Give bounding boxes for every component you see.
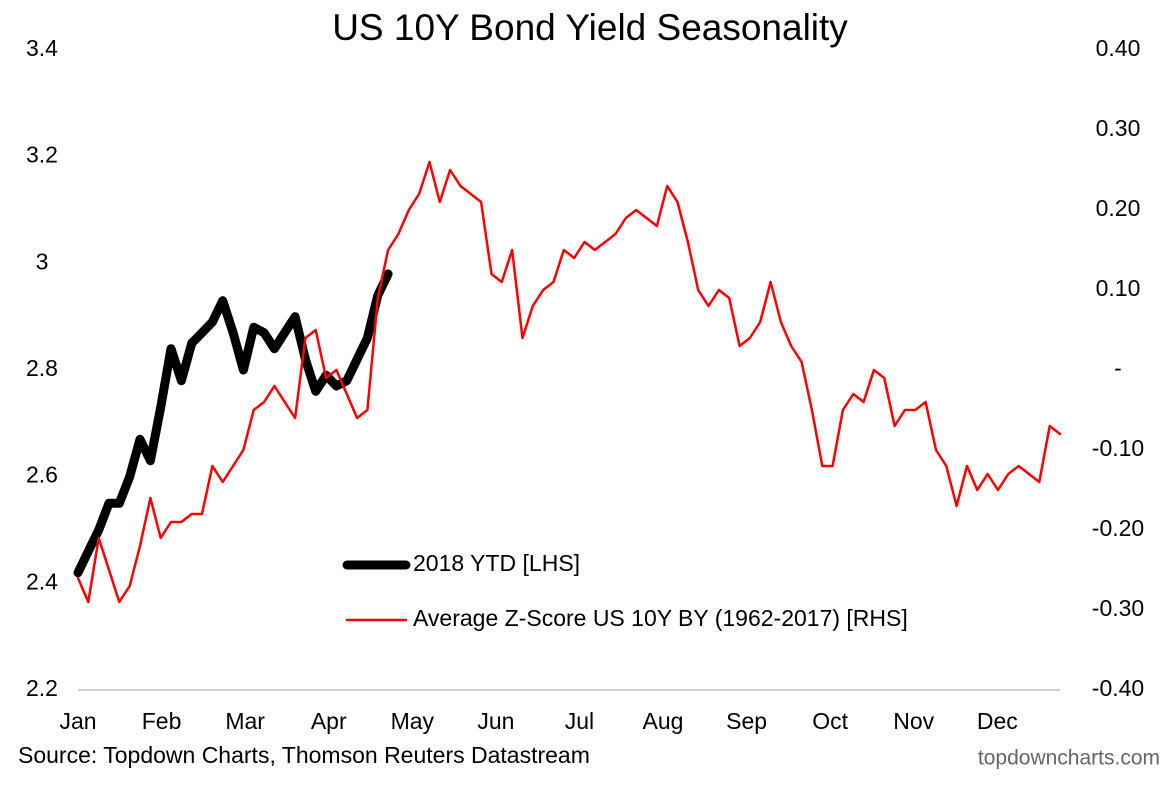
y-tick-label: 3 xyxy=(36,248,49,274)
y-tick-label: 2.4 xyxy=(26,568,58,594)
x-tick-label: Jan xyxy=(59,708,96,734)
y2-tick-label: -0.30 xyxy=(1092,595,1144,621)
series-line xyxy=(76,160,1062,604)
y2-tick-label: 0.30 xyxy=(1096,115,1141,141)
y-tick-label: 3.4 xyxy=(26,35,58,61)
watermark: topdowncharts.com xyxy=(978,747,1160,770)
x-tick-label: Jun xyxy=(477,708,514,734)
chart-title: US 10Y Bond Yield Seasonality xyxy=(332,7,848,48)
x-tick-label: Oct xyxy=(812,708,848,734)
x-tick-label: Dec xyxy=(977,708,1018,734)
y-tick-label: 3.2 xyxy=(26,142,58,168)
x-tick-label: Nov xyxy=(893,708,934,734)
x-tick-label: Feb xyxy=(142,708,182,734)
y-tick-label: 2.6 xyxy=(26,462,58,488)
legend-label: 2018 YTD [LHS] xyxy=(413,550,580,576)
x-tick-label: May xyxy=(391,708,435,734)
y2-tick-label: 0.20 xyxy=(1096,195,1141,221)
y2-tick-label: -0.10 xyxy=(1092,435,1144,461)
x-tick-label: Apr xyxy=(311,708,347,734)
y-tick-label: 2.2 xyxy=(26,675,58,701)
x-tick-label: Jul xyxy=(565,708,594,734)
x-tick-label: Mar xyxy=(225,708,265,734)
y2-tick-label: 0.10 xyxy=(1096,275,1141,301)
y-tick-label: 2.8 xyxy=(26,355,58,381)
y2-tick-label: 0.40 xyxy=(1096,35,1141,61)
series-line xyxy=(73,269,393,578)
x-tick-label: Sep xyxy=(726,708,767,734)
source-note: Source: Topdown Charts, Thomson Reuters … xyxy=(18,742,590,768)
x-tick-label: Aug xyxy=(643,708,684,734)
y2-tick-label: -0.40 xyxy=(1092,675,1144,701)
legend-label: Average Z-Score US 10Y BY (1962-2017) [R… xyxy=(413,605,908,631)
y2-tick-label: -0.20 xyxy=(1092,515,1144,541)
y2-tick-label: - xyxy=(1114,355,1122,381)
